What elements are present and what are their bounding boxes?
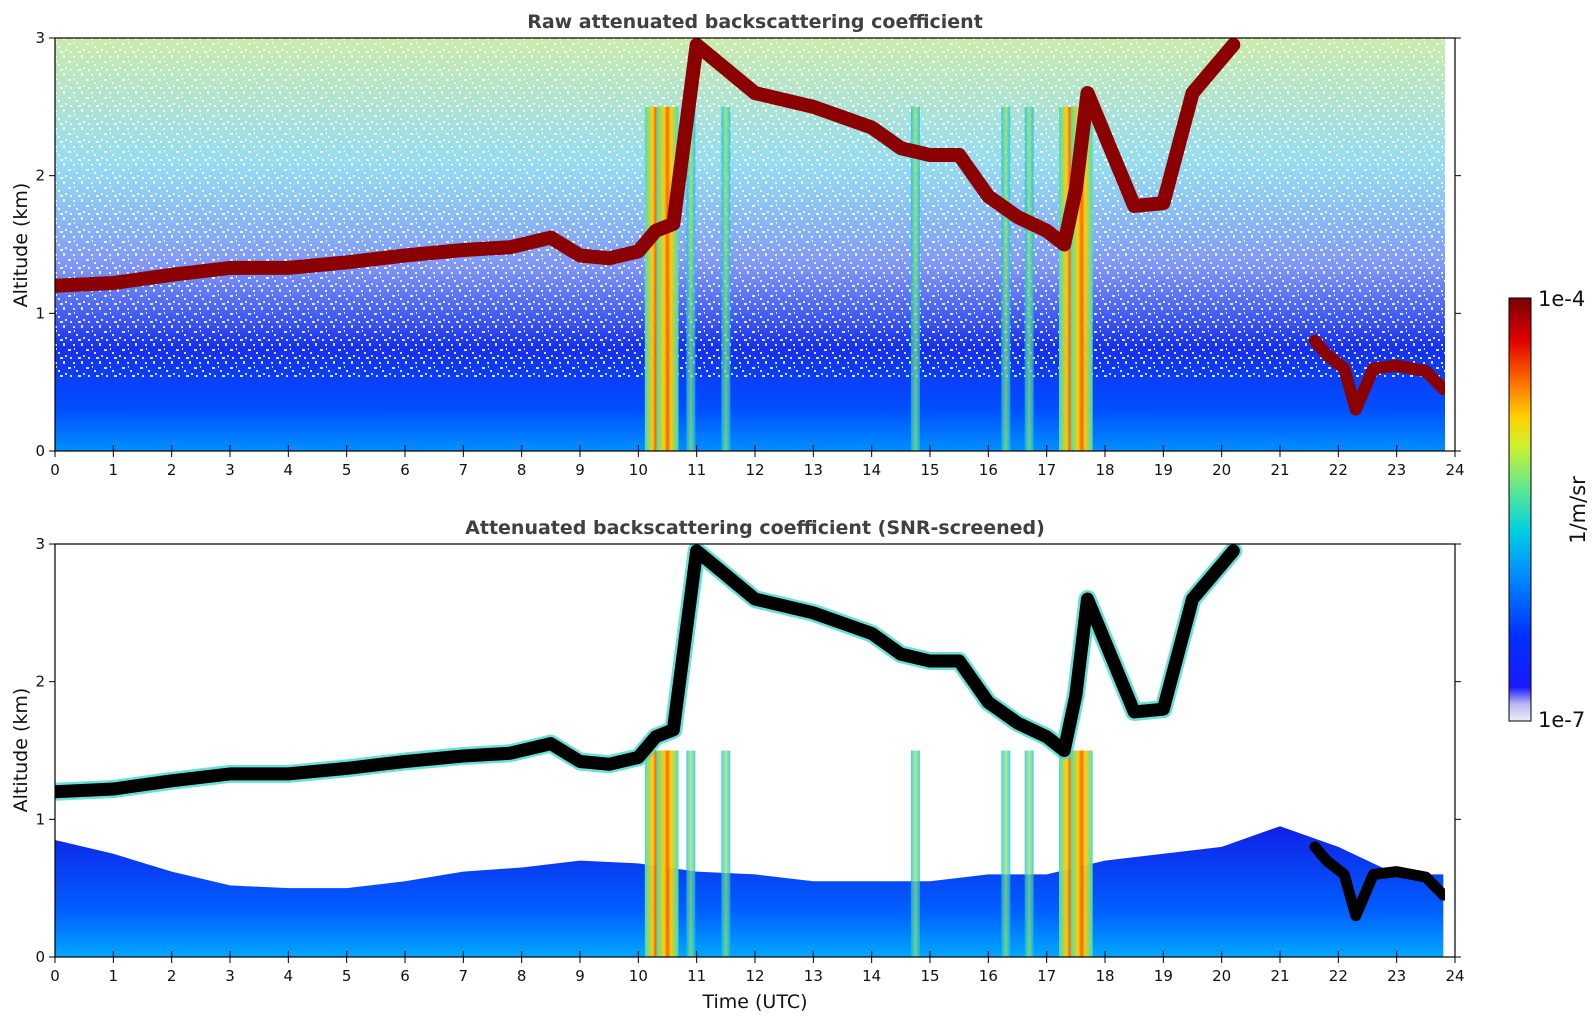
precip-shaft: [1024, 750, 1034, 957]
y-tick-label: 1: [35, 810, 45, 828]
x-tick-label: 9: [575, 967, 585, 985]
y-tick-label: 2: [35, 673, 45, 691]
x-tick-label: 19: [1154, 967, 1173, 985]
panel-screened: Attenuated backscattering coefficient (S…: [10, 517, 1465, 1013]
precip-shaft: [1001, 106, 1011, 451]
x-tick-label: 16: [979, 967, 998, 985]
x-tick-label: 20: [1212, 967, 1231, 985]
x-tick-label: 13: [804, 967, 823, 985]
x-tick-label: 2: [167, 461, 177, 479]
x-tick-label: 19: [1154, 461, 1173, 479]
cloud-layer: [55, 38, 1241, 293]
y-tick-label: 3: [35, 29, 45, 47]
plot-area: [55, 38, 1455, 451]
x-tick-label: 24: [1445, 461, 1464, 479]
precip-shaft: [910, 106, 920, 451]
x-tick-label: 3: [225, 461, 235, 479]
x-tick-label: 3: [225, 967, 235, 985]
screened-low-signal: [55, 826, 1444, 957]
colorbar: 1e-4 1e-7 1/m/sr: [1508, 287, 1590, 732]
colorbar-unit-label: 1/m/sr: [1566, 476, 1590, 544]
x-tick-label: 7: [459, 461, 469, 479]
x-tick-label: 13: [804, 461, 823, 479]
precip-shaft: [686, 106, 696, 451]
x-tick-label: 21: [1270, 967, 1289, 985]
low-cloud-layer: [1309, 841, 1449, 922]
x-tick-label: 4: [284, 461, 294, 479]
x-tick-label: 1: [109, 967, 119, 985]
colorbar-min-label: 1e-7: [1538, 708, 1585, 732]
x-tick-label: 11: [687, 967, 706, 985]
x-tick-label: 5: [342, 461, 352, 479]
x-tick-label: 18: [1095, 967, 1114, 985]
x-tick-label: 0: [50, 461, 60, 479]
x-tick-label: 10: [629, 461, 648, 479]
x-axis-label: Time (UTC): [701, 991, 807, 1013]
x-tick-label: 22: [1329, 967, 1348, 985]
x-tick-label: 5: [342, 967, 352, 985]
chart-title: Attenuated backscattering coefficient (S…: [465, 517, 1045, 539]
x-axis: 0 1 2 3 4 5 6 7 8 9 10 11 12 13 14 15 16 17 18 19 20 21 22 23 24: [50, 951, 1465, 985]
precip-shaft: [1001, 750, 1011, 957]
y-tick-label: 0: [35, 948, 45, 966]
x-tick-label: 12: [745, 967, 764, 985]
colorbar-max-label: 1e-4: [1538, 287, 1585, 311]
y-axis: 0 1 2 3: [35, 535, 1461, 966]
precip-shaft: [656, 750, 679, 957]
x-tick-label: 8: [517, 461, 527, 479]
x-tick-label: 9: [575, 461, 585, 479]
x-tick-label: 10: [629, 967, 648, 985]
missing-data: [1445, 38, 1455, 451]
precip-shaft: [910, 750, 920, 957]
x-tick-label: 4: [284, 967, 294, 985]
x-tick-label: 17: [1037, 461, 1056, 479]
x-tick-label: 12: [745, 461, 764, 479]
x-tick-label: 1: [109, 461, 119, 479]
x-tick-label: 17: [1037, 967, 1056, 985]
x-tick-label: 18: [1095, 461, 1114, 479]
x-tick-label: 15: [920, 461, 939, 479]
missing-data: [1445, 544, 1455, 957]
x-tick-label: 21: [1270, 461, 1289, 479]
x-tick-label: 24: [1445, 967, 1464, 985]
precip-shaft: [721, 106, 731, 451]
x-tick-label: 23: [1387, 967, 1406, 985]
x-tick-label: 16: [979, 461, 998, 479]
x-tick-label: 11: [687, 461, 706, 479]
precip-shaft: [1024, 106, 1034, 451]
x-tick-label: 14: [862, 967, 881, 985]
x-tick-label: 7: [459, 967, 469, 985]
y-tick-label: 2: [35, 167, 45, 185]
plot-area: [55, 544, 1455, 957]
x-axis: 0 1 2 3 4 5 6 7 8 9 10 11 12 13 14 15 16 17 18 19 20 21 22 23 24: [50, 445, 1465, 479]
precip-shaft: [721, 750, 731, 957]
precip-shaft: [686, 750, 696, 957]
y-axis-label: Altitude (km): [10, 688, 32, 813]
low-cloud-layer: [1309, 334, 1450, 416]
x-tick-label: 15: [920, 967, 939, 985]
x-tick-label: 6: [400, 461, 410, 479]
cloud-layer: [55, 544, 1240, 799]
colorbar-gradient: [1508, 297, 1532, 722]
chart-title: Raw attenuated backscattering coefficien…: [527, 11, 983, 33]
y-axis-label: Altitude (km): [10, 183, 32, 308]
precip-shafts: [644, 750, 1093, 957]
panel-raw: Raw attenuated backscattering coefficien…: [10, 11, 1465, 479]
x-tick-label: 14: [862, 461, 881, 479]
x-tick-label: 22: [1329, 461, 1348, 479]
y-tick-label: 3: [35, 535, 45, 553]
precip-shaft: [1070, 750, 1093, 957]
x-tick-label: 20: [1212, 461, 1231, 479]
y-axis: 0 1 2 3: [35, 29, 1461, 460]
x-tick-label: 2: [167, 967, 177, 985]
x-tick-label: 8: [517, 967, 527, 985]
y-tick-label: 0: [35, 442, 45, 460]
x-tick-label: 0: [50, 967, 60, 985]
y-tick-label: 1: [35, 304, 45, 322]
x-tick-label: 6: [400, 967, 410, 985]
x-tick-label: 23: [1387, 461, 1406, 479]
